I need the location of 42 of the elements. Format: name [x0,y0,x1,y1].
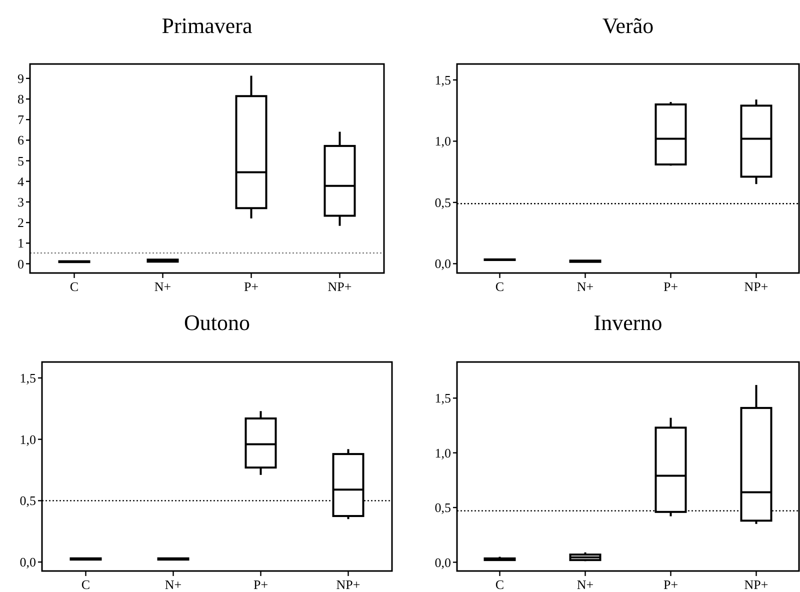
x-tick-label: P+ [663,577,678,592]
x-tick-label: N+ [154,279,172,294]
chart-title: Verão [602,13,654,38]
y-tick-label: 7 [18,112,24,128]
y-tick-label: 2 [18,215,24,230]
y-tick-label: 5 [18,153,24,168]
y-tick-label: 0,5 [434,500,451,516]
x-tick-label: C [495,577,504,592]
x-tick-label: N+ [576,577,594,592]
y-tick-label: 8 [18,92,24,107]
x-tick-label: NP+ [744,577,768,592]
chart-title: Inverno [594,310,662,335]
x-tick-label: NP+ [336,577,360,592]
y-tick-label: 0 [18,256,24,272]
y-tick-label: 1,0 [434,445,451,460]
chart-title: Primavera [162,13,252,38]
y-tick-label: 0,0 [434,256,451,272]
y-tick-label: 1,0 [20,432,36,447]
x-tick-label: NP+ [744,279,768,294]
y-tick-label: 0,5 [20,493,36,508]
x-tick-label: P+ [663,279,678,294]
y-tick-label: 6 [18,132,24,148]
x-tick-label: C [495,279,504,294]
y-tick-label: 3 [18,194,24,210]
y-tick-label: 1,0 [434,134,451,149]
y-tick-label: 1,5 [20,370,36,386]
x-tick-label: N+ [576,279,594,294]
y-tick-label: 4 [18,174,24,189]
chart-title: Outono [184,310,250,335]
x-tick-label: C [81,577,90,592]
y-tick-label: 0,5 [434,194,451,210]
y-tick-label: 1 [18,236,24,251]
y-tick-label: 0,0 [20,554,36,570]
x-tick-label: NP+ [328,279,352,294]
x-tick-label: P+ [244,279,259,294]
x-tick-label: N+ [164,577,182,592]
x-tick-label: P+ [253,577,268,592]
y-tick-label: 1,5 [434,72,451,88]
y-tick-label: 0,0 [434,554,451,570]
y-tick-label: 1,5 [434,390,451,406]
x-tick-label: C [70,279,79,294]
y-tick-label: 9 [18,70,24,86]
